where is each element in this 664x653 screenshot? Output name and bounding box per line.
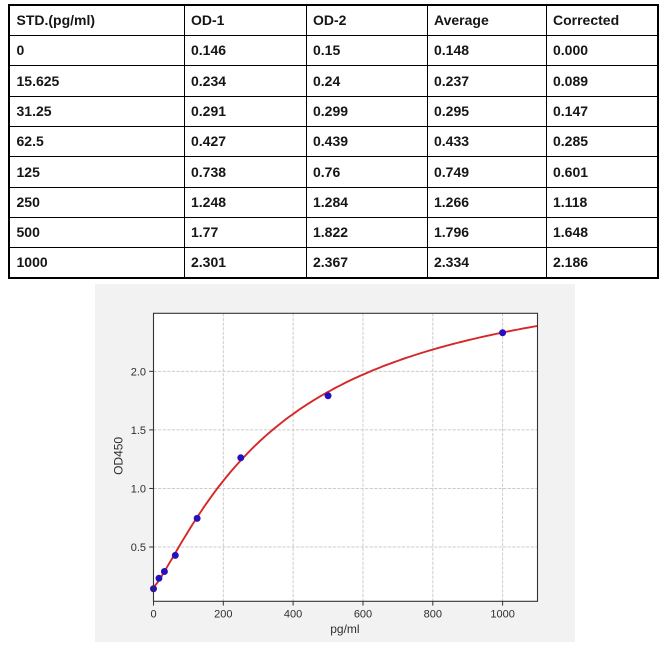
svg-text:0: 0	[150, 608, 156, 620]
svg-text:pg/ml: pg/ml	[330, 622, 359, 636]
svg-text:400: 400	[284, 608, 302, 620]
svg-text:0.5: 0.5	[131, 542, 146, 554]
svg-text:2.0: 2.0	[131, 366, 146, 378]
svg-text:1.0: 1.0	[131, 483, 146, 495]
svg-text:1000: 1000	[490, 608, 514, 620]
svg-text:600: 600	[354, 608, 372, 620]
svg-text:1.5: 1.5	[131, 425, 146, 437]
svg-text:OD450: OD450	[112, 437, 126, 475]
svg-text:200: 200	[214, 608, 232, 620]
svg-text:800: 800	[424, 608, 442, 620]
